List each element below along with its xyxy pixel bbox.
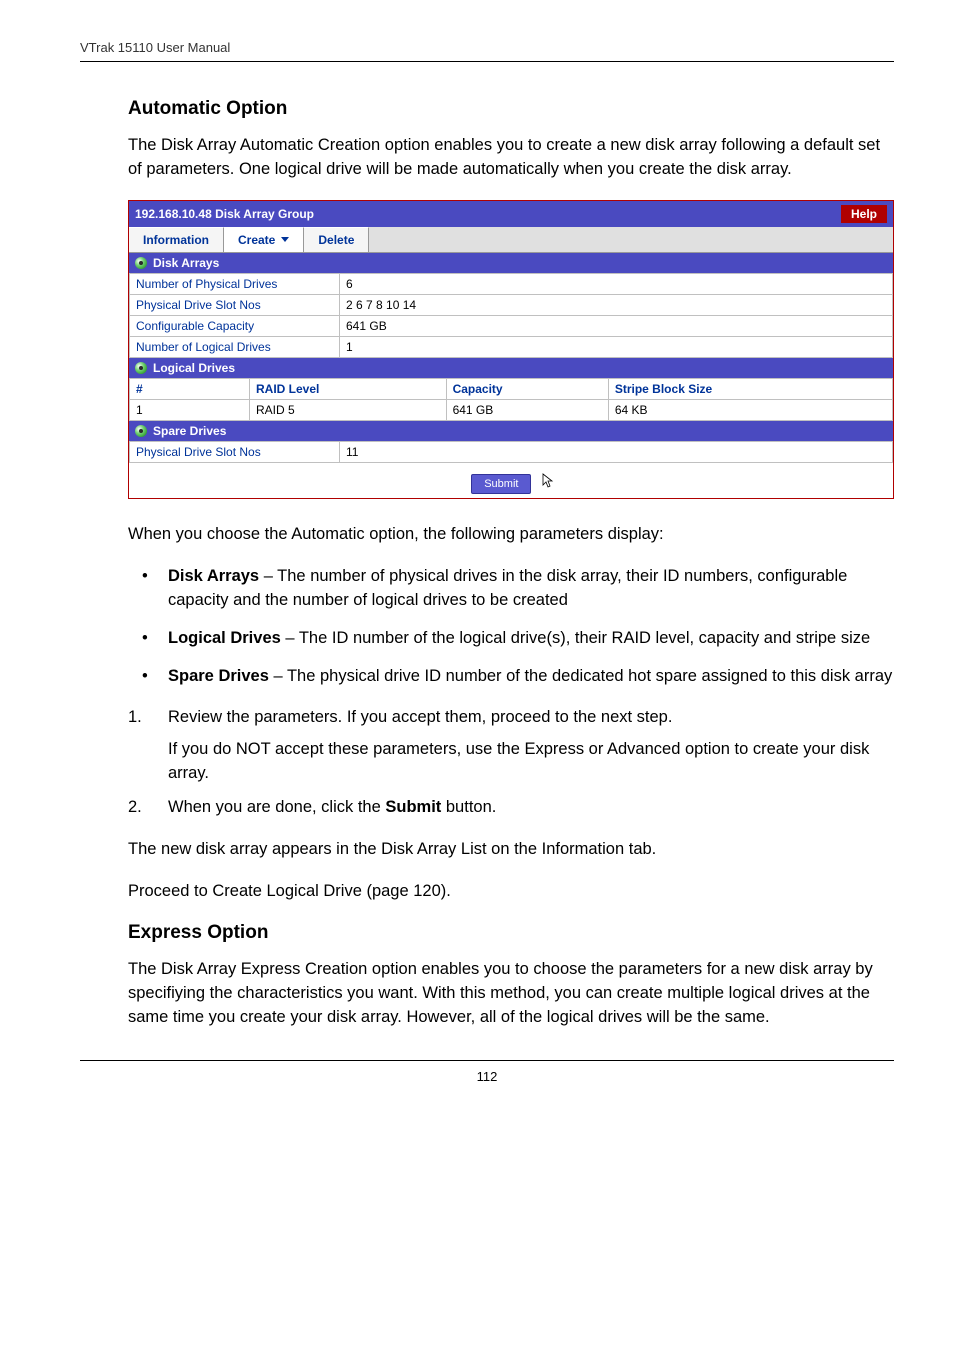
bullet-label: Disk Arrays — [168, 567, 259, 585]
col-header: Capacity — [446, 378, 608, 399]
table-row: Physical Drive Slot Nos2 6 7 8 10 14 — [130, 294, 893, 315]
tab-information-label: Information — [143, 233, 209, 247]
step-text: Review the parameters. If you accept the… — [168, 708, 672, 726]
list-item: Logical Drives – The ID number of the lo… — [128, 627, 894, 651]
cursor-icon — [541, 473, 557, 492]
table-row: Number of Logical Drives1 — [130, 336, 893, 357]
logical-drives-table: # RAID Level Capacity Stripe Block Size … — [129, 378, 893, 421]
section-bar-disk-arrays-label: Disk Arrays — [153, 256, 219, 270]
window-titlebar: 192.168.10.48 Disk Array Group Help — [129, 201, 893, 227]
cell: 1 — [130, 399, 250, 420]
table-header-row: # RAID Level Capacity Stripe Block Size — [130, 378, 893, 399]
tab-delete-label: Delete — [318, 233, 354, 247]
cell-key: Physical Drive Slot Nos — [130, 441, 340, 462]
after-shot-text: When you choose the Automatic option, th… — [128, 523, 894, 547]
heading-express-option: Express Option — [128, 922, 894, 944]
section-bar-spare-drives: Spare Drives — [129, 421, 893, 441]
tab-create-label: Create — [238, 233, 275, 247]
tab-row: Information Create Delete — [129, 227, 893, 253]
tab-information[interactable]: Information — [129, 227, 224, 252]
steps-list: 1. Review the parameters. If you accept … — [128, 706, 894, 820]
list-item: 2. When you are done, click the Submit b… — [128, 796, 894, 820]
bullet-text: – The ID number of the logical drive(s),… — [281, 629, 870, 647]
step-text-post: button. — [441, 798, 496, 816]
window-title: 192.168.10.48 Disk Array Group — [135, 207, 314, 221]
bullet-label: Logical Drives — [168, 629, 281, 647]
list-item: Disk Arrays – The number of physical dri… — [128, 565, 894, 613]
tab-delete[interactable]: Delete — [304, 227, 369, 252]
cell-value: 6 — [340, 273, 893, 294]
table-row: Configurable Capacity641 GB — [130, 315, 893, 336]
step-number: 2. — [128, 796, 142, 820]
tab-create[interactable]: Create — [224, 227, 304, 252]
step-text-pre: When you are done, click the — [168, 798, 385, 816]
list-item: 1. Review the parameters. If you accept … — [128, 706, 894, 786]
after-steps-2: Proceed to Create Logical Drive (page 12… — [128, 880, 894, 904]
col-header: # — [130, 378, 250, 399]
section-bar-spare-drives-label: Spare Drives — [153, 424, 226, 438]
step-subtext: If you do NOT accept these parameters, u… — [168, 738, 894, 786]
cell-value: 641 GB — [340, 315, 893, 336]
col-header: RAID Level — [250, 378, 447, 399]
section-bar-disk-arrays: Disk Arrays — [129, 253, 893, 273]
express-intro: The Disk Array Express Creation option e… — [128, 958, 894, 1030]
cell-value: 1 — [340, 336, 893, 357]
disk-arrays-table: Number of Physical Drives6 Physical Driv… — [129, 273, 893, 358]
table-row: Number of Physical Drives6 — [130, 273, 893, 294]
help-button[interactable]: Help — [841, 205, 887, 223]
cell-value: 11 — [340, 441, 893, 462]
manual-header: VTrak 15110 User Manual — [80, 40, 894, 62]
disc-icon — [135, 425, 147, 437]
cell-key: Number of Physical Drives — [130, 273, 340, 294]
parameter-bullets: Disk Arrays – The number of physical dri… — [128, 565, 894, 689]
bullet-text: – The physical drive ID number of the de… — [269, 667, 892, 685]
heading-automatic-option: Automatic Option — [128, 98, 894, 120]
cell-key: Number of Logical Drives — [130, 336, 340, 357]
list-item: Spare Drives – The physical drive ID num… — [128, 665, 894, 689]
automatic-intro: The Disk Array Automatic Creation option… — [128, 134, 894, 182]
chevron-down-icon — [281, 237, 289, 242]
bullet-text: – The number of physical drives in the d… — [168, 567, 847, 609]
after-steps-1: The new disk array appears in the Disk A… — [128, 838, 894, 862]
cell-value: 2 6 7 8 10 14 — [340, 294, 893, 315]
cell: 641 GB — [446, 399, 608, 420]
cell-key: Physical Drive Slot Nos — [130, 294, 340, 315]
disc-icon — [135, 362, 147, 374]
page-number: 112 — [80, 1060, 894, 1084]
cell: RAID 5 — [250, 399, 447, 420]
col-header: Stripe Block Size — [608, 378, 892, 399]
cell: 64 KB — [608, 399, 892, 420]
cell-key: Configurable Capacity — [130, 315, 340, 336]
submit-wrap: Submit — [129, 463, 893, 498]
spare-drives-table: Physical Drive Slot Nos11 — [129, 441, 893, 463]
section-bar-logical-drives-label: Logical Drives — [153, 361, 235, 375]
disc-icon — [135, 257, 147, 269]
step-number: 1. — [128, 706, 142, 730]
disk-array-screenshot: 192.168.10.48 Disk Array Group Help Info… — [128, 200, 894, 499]
section-bar-logical-drives: Logical Drives — [129, 358, 893, 378]
table-row: 1 RAID 5 641 GB 64 KB — [130, 399, 893, 420]
step-bold: Submit — [385, 798, 441, 816]
table-row: Physical Drive Slot Nos11 — [130, 441, 893, 462]
submit-button[interactable]: Submit — [471, 474, 531, 494]
bullet-label: Spare Drives — [168, 667, 269, 685]
